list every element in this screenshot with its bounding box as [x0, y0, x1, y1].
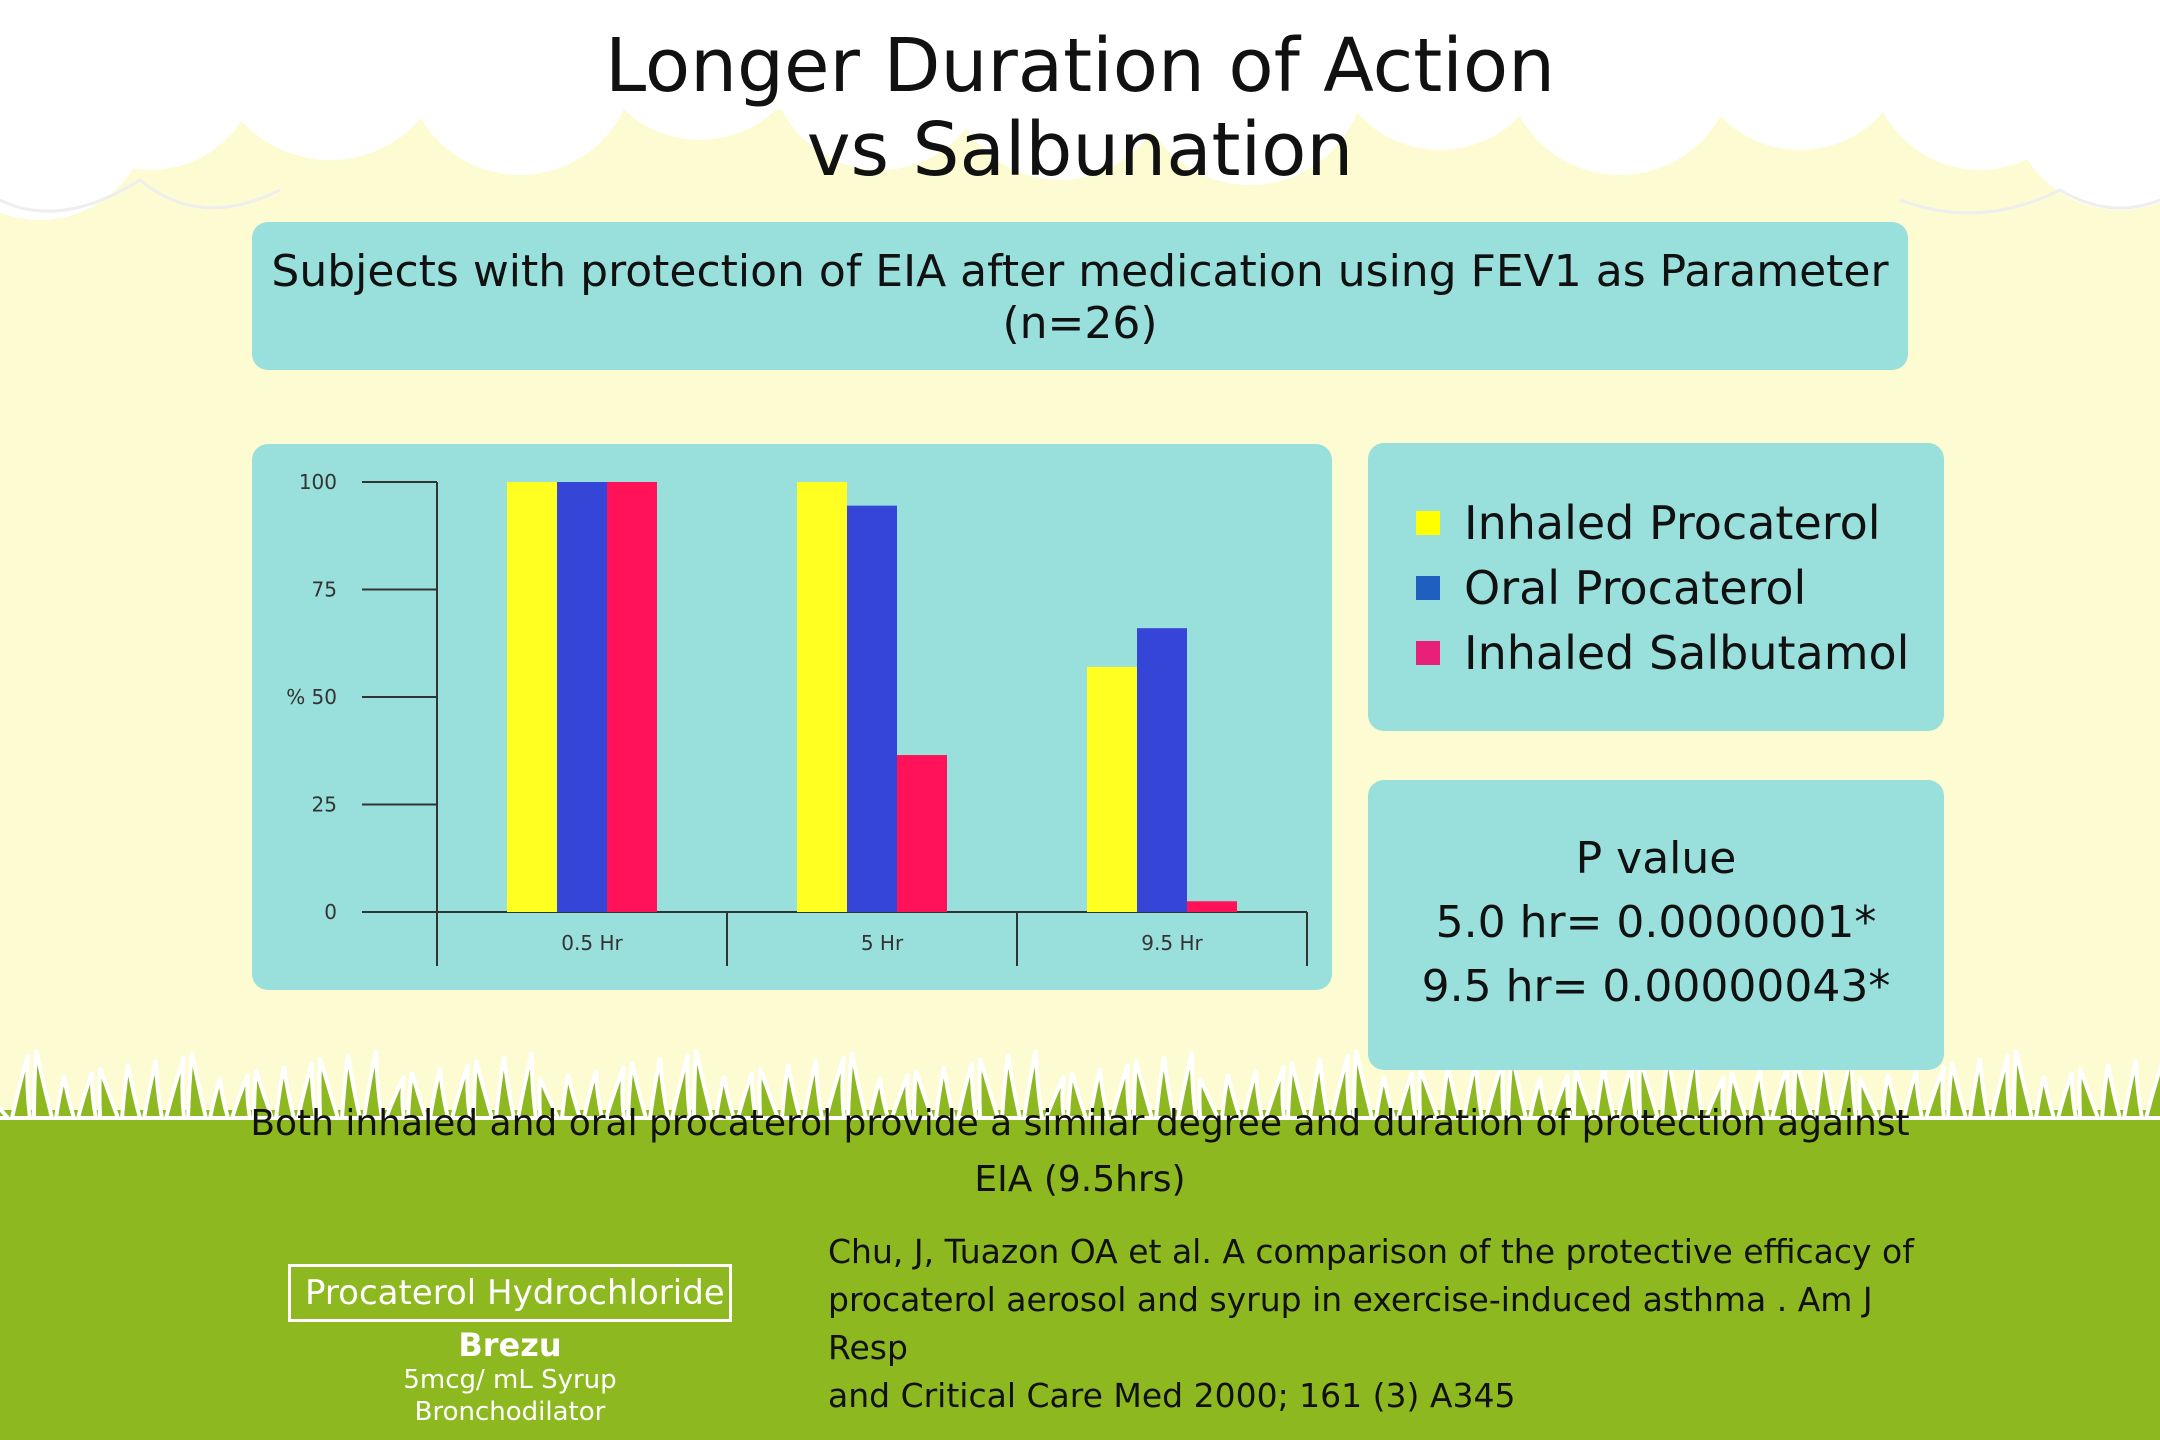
legend-label: Inhaled Procaterol — [1464, 496, 1881, 550]
cloud-outlines — [0, 178, 2160, 215]
y-tick-label: 25 — [312, 793, 337, 817]
citation-line-1: Chu, J, Tuazon OA et al. A comparison of… — [828, 1232, 1914, 1271]
x-tick-label: 5 Hr — [861, 931, 904, 955]
bar-oral-procaterol — [557, 482, 607, 912]
pvalue-heading: P value — [1575, 833, 1737, 884]
y-tick-label: % 50 — [286, 685, 337, 709]
pvalue-line-2: 9.5 hr= 0.00000043* — [1421, 961, 1891, 1012]
ground — [0, 1110, 2160, 1440]
conclusion-line-2: EIA (9.5hrs) — [974, 1159, 1186, 1200]
bar-oral-procaterol — [1137, 628, 1187, 912]
brand-strength: 5mcg/ mL Syrup — [403, 1365, 617, 1395]
brand-name: Brezu — [458, 1326, 562, 1364]
title-line-2: vs Salbunation — [806, 107, 1354, 193]
conclusion-line-1: Both inhaled and oral procaterol provide… — [250, 1103, 1910, 1144]
legend-swatch-blue — [1416, 576, 1440, 600]
x-tick-label: 9.5 Hr — [1141, 931, 1203, 955]
bar-inhaled-procaterol — [507, 482, 557, 912]
pvalue-panel: P value 5.0 hr= 0.0000001* 9.5 hr= 0.000… — [1368, 780, 1944, 1070]
citation-text: Chu, J, Tuazon OA et al. A comparison of… — [828, 1228, 1938, 1420]
bar-oral-procaterol — [847, 505, 897, 912]
legend-panel: Inhaled Procaterol Oral Procaterol Inhal… — [1368, 443, 1944, 731]
clouds — [0, 0, 2160, 220]
x-tick-label: 0.5 Hr — [561, 931, 623, 955]
subtitle-line-1: Subjects with protection of EIA after me… — [271, 246, 1889, 297]
legend-item-inhaled-salbutamol: Inhaled Salbutamol — [1416, 623, 1909, 683]
bar-inhaled-salbutamol — [897, 755, 947, 912]
page-title: Longer Duration of Action vs Salbunation — [0, 24, 2160, 192]
legend-label: Inhaled Salbutamol — [1464, 626, 1910, 680]
product-brand: Procaterol Hydrochloride Brezu 5mcg/ mL … — [270, 1264, 750, 1428]
citation-line-2: procaterol aerosol and syrup in exercise… — [828, 1280, 1873, 1367]
brand-category: Bronchodilator — [414, 1397, 606, 1427]
legend-item-inhaled-procaterol: Inhaled Procaterol — [1416, 493, 1881, 553]
legend-label: Oral Procaterol — [1464, 561, 1807, 615]
conclusion-text: Both inhaled and oral procaterol provide… — [240, 1096, 1920, 1208]
subtitle-line-2: (n=26) — [1002, 298, 1158, 349]
pvalue-line-1: 5.0 hr= 0.0000001* — [1435, 897, 1877, 948]
y-tick-label: 100 — [299, 470, 337, 494]
legend-item-oral-procaterol: Oral Procaterol — [1416, 558, 1806, 618]
y-tick-label: 75 — [312, 578, 337, 602]
bar-inhaled-salbutamol — [607, 482, 657, 912]
subtitle-panel: Subjects with protection of EIA after me… — [252, 222, 1908, 370]
bar-chart: 100 75 % 50 25 0 0.5 Hr 5 Hr 9.5 Hr — [286, 470, 1308, 966]
title-line-1: Longer Duration of Action — [604, 23, 1556, 109]
bar-inhaled-procaterol — [1087, 666, 1137, 912]
y-tick-label: 0 — [324, 900, 337, 924]
brand-generic-name: Procaterol Hydrochloride — [288, 1264, 732, 1322]
bar-inhaled-salbutamol — [1187, 901, 1237, 912]
legend-swatch-pink — [1416, 641, 1440, 665]
chart-panel: 100 75 % 50 25 0 0.5 Hr 5 Hr 9.5 Hr — [252, 444, 1332, 990]
citation-line-3: and Critical Care Med 2000; 161 (3) A345 — [828, 1376, 1516, 1415]
bar-inhaled-procaterol — [797, 482, 847, 912]
legend-swatch-yellow — [1416, 511, 1440, 535]
